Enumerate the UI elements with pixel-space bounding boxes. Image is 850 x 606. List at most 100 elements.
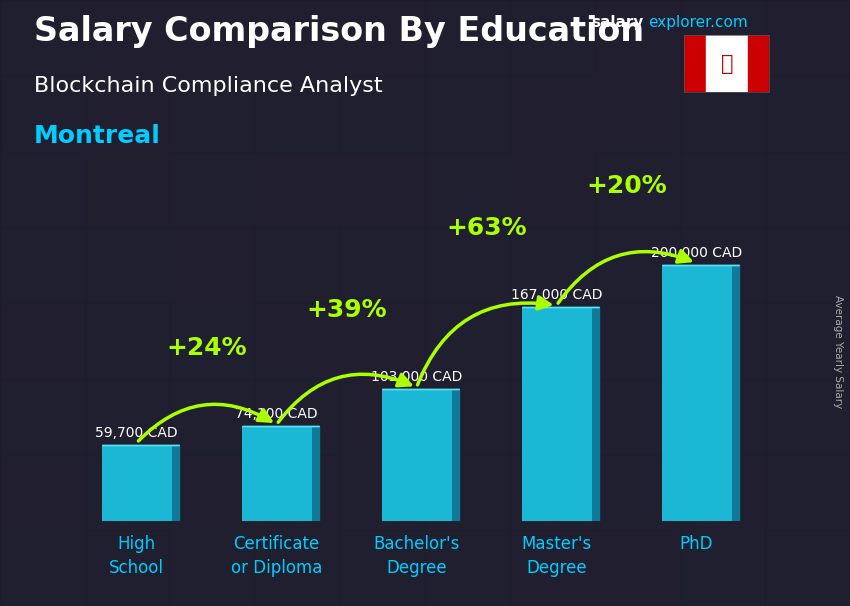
Bar	[680, 76, 765, 152]
Bar	[0, 152, 85, 227]
Text: 74,100 CAD: 74,100 CAD	[235, 407, 318, 421]
Bar	[765, 76, 850, 152]
Bar	[85, 454, 170, 530]
Bar	[661, 265, 732, 521]
Bar	[765, 303, 850, 379]
Bar	[340, 227, 425, 303]
Bar	[522, 307, 592, 521]
Bar	[680, 379, 765, 454]
Bar	[255, 76, 340, 152]
Text: +20%: +20%	[586, 174, 667, 198]
Text: +39%: +39%	[306, 299, 387, 322]
Bar	[425, 227, 510, 303]
Text: Salary Comparison By Education: Salary Comparison By Education	[34, 15, 644, 48]
Bar	[0, 530, 85, 606]
Bar	[595, 379, 680, 454]
Bar	[510, 76, 595, 152]
Bar	[241, 426, 311, 521]
Bar	[595, 76, 680, 152]
Bar	[255, 152, 340, 227]
Bar	[425, 530, 510, 606]
Bar	[425, 152, 510, 227]
Bar	[85, 227, 170, 303]
Bar	[340, 303, 425, 379]
Bar	[595, 454, 680, 530]
Bar	[170, 303, 255, 379]
Bar	[85, 303, 170, 379]
Polygon shape	[592, 307, 599, 521]
Bar	[170, 379, 255, 454]
Bar	[765, 530, 850, 606]
Bar	[170, 454, 255, 530]
Bar	[170, 0, 255, 76]
Polygon shape	[451, 389, 459, 521]
Bar	[85, 530, 170, 606]
Polygon shape	[172, 445, 179, 521]
Bar	[425, 76, 510, 152]
Bar	[425, 303, 510, 379]
Bar	[255, 303, 340, 379]
Bar	[510, 303, 595, 379]
Bar	[510, 379, 595, 454]
Bar	[765, 454, 850, 530]
Bar	[170, 530, 255, 606]
Bar	[595, 530, 680, 606]
Bar	[680, 303, 765, 379]
Text: 103,000 CAD: 103,000 CAD	[371, 370, 462, 384]
Bar	[680, 454, 765, 530]
Bar	[510, 227, 595, 303]
Bar	[510, 530, 595, 606]
Bar	[765, 0, 850, 76]
Bar	[595, 227, 680, 303]
Bar	[595, 303, 680, 379]
Bar	[0, 454, 85, 530]
Bar	[101, 445, 172, 521]
Text: salary: salary	[591, 15, 643, 30]
Bar	[425, 379, 510, 454]
Bar	[595, 152, 680, 227]
Bar	[0, 227, 85, 303]
Bar	[748, 35, 769, 92]
Bar	[170, 76, 255, 152]
Bar	[255, 0, 340, 76]
Bar	[595, 0, 680, 76]
Bar	[510, 0, 595, 76]
Text: Montreal: Montreal	[34, 124, 161, 148]
Bar	[706, 35, 748, 92]
Bar	[510, 454, 595, 530]
Bar	[255, 454, 340, 530]
Bar	[85, 152, 170, 227]
Text: 167,000 CAD: 167,000 CAD	[511, 288, 603, 302]
Bar	[340, 0, 425, 76]
Bar	[680, 227, 765, 303]
Bar	[425, 0, 510, 76]
Polygon shape	[311, 426, 320, 521]
Text: 🍁: 🍁	[721, 53, 733, 74]
Bar	[765, 379, 850, 454]
Text: explorer.com: explorer.com	[649, 15, 748, 30]
Bar	[684, 35, 705, 92]
Bar	[0, 0, 85, 76]
Bar	[340, 152, 425, 227]
Bar	[170, 227, 255, 303]
Text: 59,700 CAD: 59,700 CAD	[95, 425, 178, 439]
Bar	[340, 76, 425, 152]
Text: 200,000 CAD: 200,000 CAD	[651, 246, 742, 260]
Bar	[765, 227, 850, 303]
Bar	[340, 530, 425, 606]
Bar	[340, 454, 425, 530]
Bar	[255, 379, 340, 454]
Bar	[255, 530, 340, 606]
Text: +24%: +24%	[167, 336, 246, 359]
Bar	[510, 152, 595, 227]
Bar	[170, 152, 255, 227]
Bar	[340, 379, 425, 454]
Text: Blockchain Compliance Analyst: Blockchain Compliance Analyst	[34, 76, 382, 96]
Bar	[425, 454, 510, 530]
Bar	[0, 303, 85, 379]
Bar	[680, 530, 765, 606]
Bar	[0, 379, 85, 454]
Text: +63%: +63%	[446, 216, 527, 241]
Bar	[765, 152, 850, 227]
Text: Average Yearly Salary: Average Yearly Salary	[833, 295, 843, 408]
